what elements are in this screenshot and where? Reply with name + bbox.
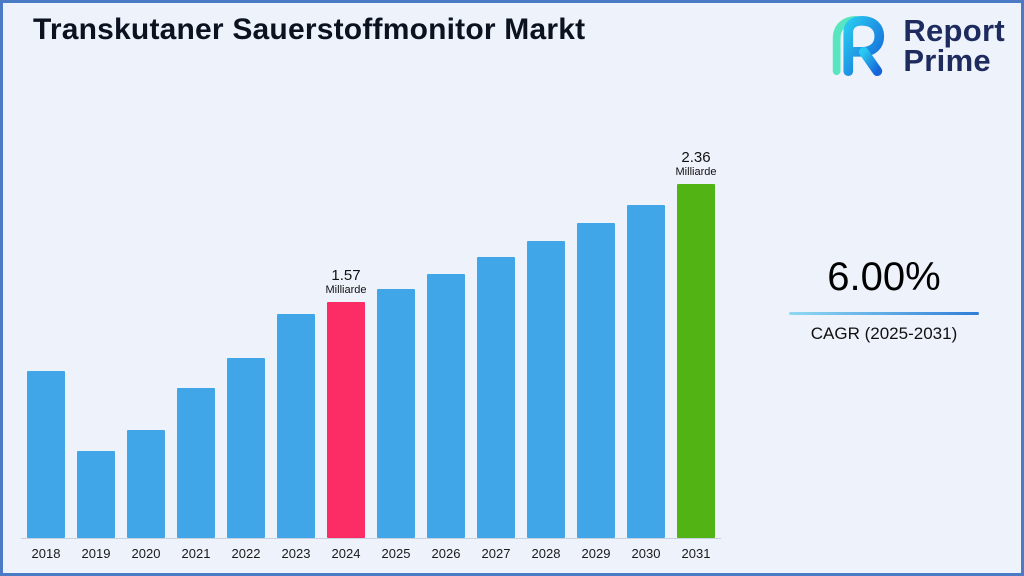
year-label-2030: 2030 — [631, 546, 661, 561]
bar-column-2028 — [521, 99, 571, 538]
bar-column-2029 — [571, 99, 621, 538]
logo-text: Report Prime — [903, 12, 1005, 78]
bar-column-2023 — [271, 99, 321, 538]
bar-value-label-2024: 1.57 Milliarde — [325, 267, 367, 296]
logo-text-line1: Report — [903, 12, 1005, 48]
year-label-2025: 2025 — [381, 546, 411, 561]
cagr-block: 6.00% CAGR (2025-2031) — [789, 255, 979, 344]
page-title: Transkutaner Sauerstoffmonitor Markt — [33, 13, 586, 46]
bar-2019 — [77, 451, 115, 538]
bar-2030 — [627, 205, 665, 538]
bar-2021 — [177, 388, 215, 538]
bar-2024 — [327, 302, 365, 538]
bar-column-2031: 2.36 Milliarde — [671, 99, 721, 538]
bar-column-2022 — [221, 99, 271, 538]
bar-2031 — [677, 184, 715, 538]
year-label-2023: 2023 — [281, 546, 311, 561]
year-label-2026: 2026 — [431, 546, 461, 561]
cagr-value: 6.00% — [827, 255, 941, 299]
bar-column-2021 — [171, 99, 221, 538]
bar-column-2025 — [371, 99, 421, 538]
year-label-2028: 2028 — [531, 546, 561, 561]
bar-column-2018 — [21, 99, 71, 538]
bar-2022 — [227, 358, 265, 538]
year-label-2024: 2024 — [331, 546, 361, 561]
bar-2029 — [577, 223, 615, 538]
bar-column-2024: 1.57 Milliarde — [321, 99, 371, 538]
year-label-2018: 2018 — [31, 546, 61, 561]
logo-icon — [821, 15, 893, 77]
year-label-2022: 2022 — [231, 546, 261, 561]
bar-2018 — [27, 371, 65, 538]
bar-2028 — [527, 241, 565, 538]
bar-column-2026 — [421, 99, 471, 538]
bar-2027 — [477, 257, 515, 538]
logo-text-line2: Prime — [903, 43, 991, 78]
year-label-2029: 2029 — [581, 546, 611, 561]
year-label-2019: 2019 — [81, 546, 111, 561]
bar-column-2027 — [471, 99, 521, 538]
year-label-2027: 2027 — [481, 546, 511, 561]
bar-column-2030 — [621, 99, 671, 538]
cagr-divider — [789, 312, 979, 315]
chart-years: 2018 2019 2020 2021 2022 2023 2024 2025 2026 2027… — [21, 546, 721, 561]
bar-2025 — [377, 289, 415, 538]
report-prime-logo: Report Prime — [821, 12, 1005, 78]
year-label-2031: 2031 — [681, 546, 711, 561]
bar-2023 — [277, 314, 315, 538]
chart-plot: 1.57 Milliarde 2.36 Milliarde — [21, 99, 721, 539]
bar-2026 — [427, 274, 465, 538]
year-label-2021: 2021 — [181, 546, 211, 561]
bar-2020 — [127, 430, 165, 538]
cagr-label: CAGR (2025-2031) — [810, 324, 958, 343]
bar-chart: 1.57 Milliarde 2.36 Milliarde 2018 2019 2020 2… — [21, 99, 721, 561]
bar-column-2020 — [121, 99, 171, 538]
bar-value-label-2031: 2.36 Milliarde — [675, 149, 717, 178]
bar-column-2019 — [71, 99, 121, 538]
year-label-2020: 2020 — [131, 546, 161, 561]
